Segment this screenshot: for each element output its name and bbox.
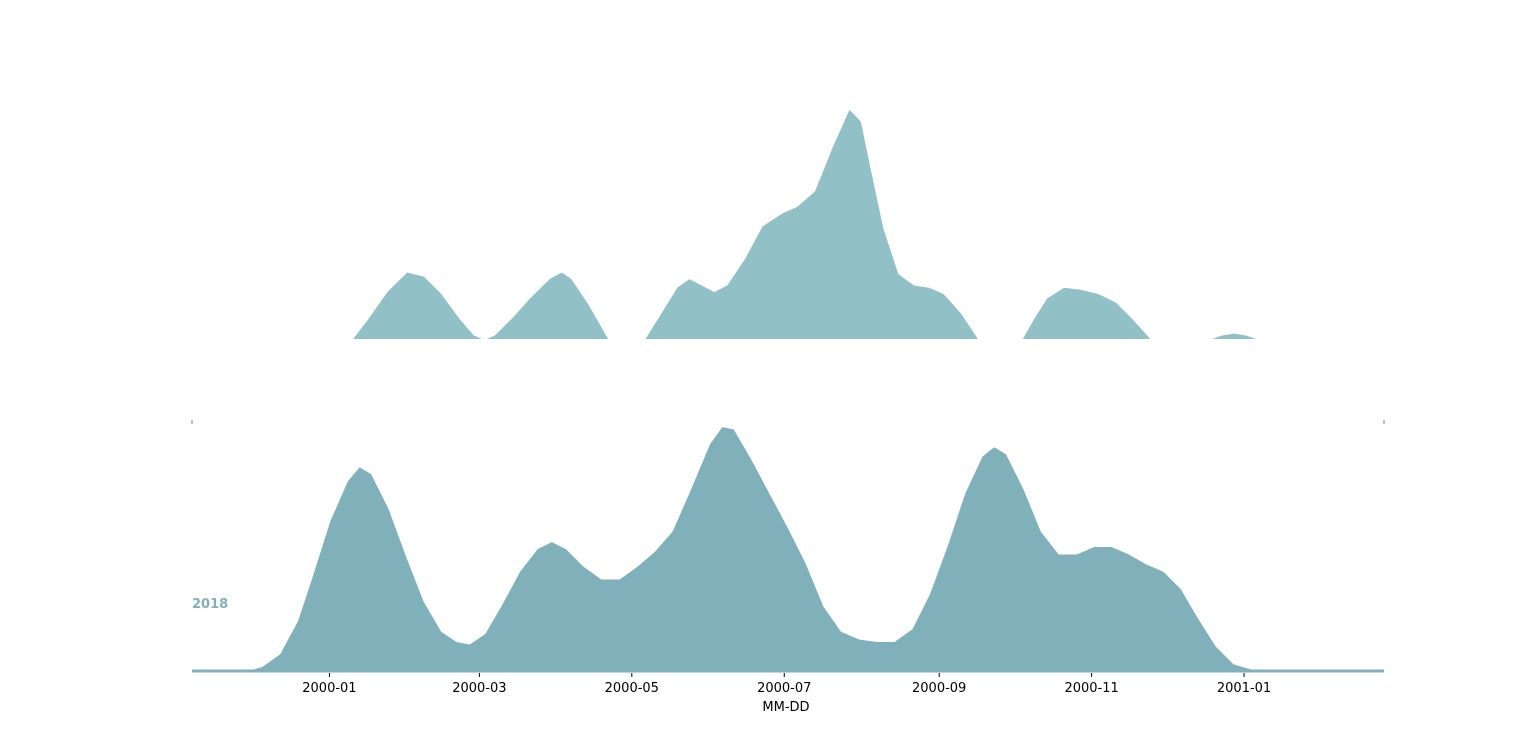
x-tick-label: 2000-07 — [757, 681, 811, 696]
ridge-layer: 2018 — [177, 106, 1385, 673]
x-tick-label: 2001-01 — [1217, 681, 1271, 696]
series-label-2: 2018 — [192, 597, 228, 612]
density-outline-2 — [177, 425, 1357, 672]
x-axis: 2000-01 2000-03 2000-05 2000-07 2000-09 2000-… — [302, 673, 1271, 696]
x-tick-label: 2000-03 — [452, 681, 506, 696]
x-tick-label: 2000-09 — [912, 681, 966, 696]
x-tick-label: 2000-11 — [1064, 681, 1118, 696]
x-tick-label: 2000-01 — [302, 681, 356, 696]
density-area-2 — [177, 426, 1357, 671]
x-tick-label: 2000-05 — [605, 681, 659, 696]
density-area-1 — [252, 107, 1322, 339]
ridge-row-2: 2018 — [177, 420, 1385, 673]
x-axis-label: MM-DD — [762, 700, 809, 715]
density-outline-1 — [252, 106, 1322, 339]
ridge-row-1 — [252, 106, 1322, 339]
